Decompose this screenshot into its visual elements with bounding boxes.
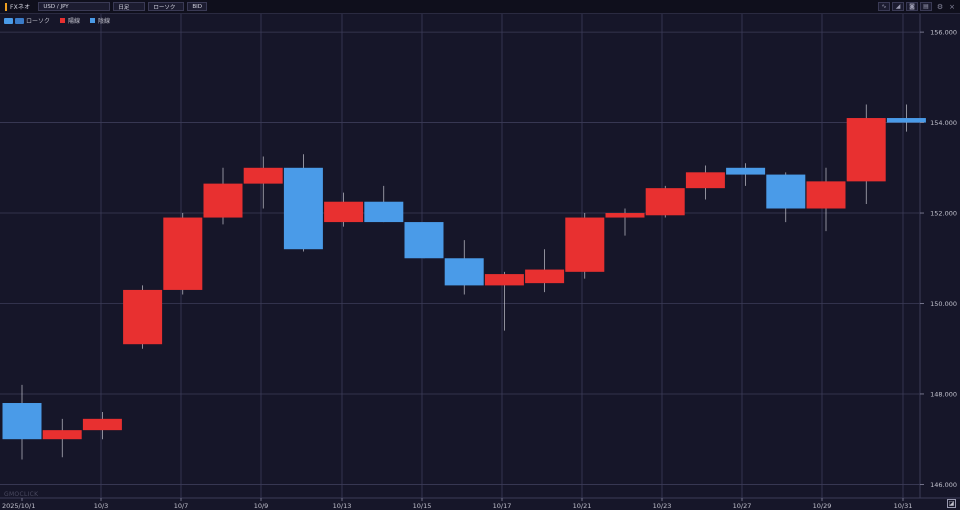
x-tick-label: 10/17 bbox=[493, 502, 512, 510]
down-candle bbox=[364, 185, 404, 223]
date-axis: 2025/10/1 10/3 10/7 10/9 10/13 10/15 10/17 10/2… bbox=[2, 498, 912, 510]
candle-body bbox=[283, 167, 323, 250]
candle-series bbox=[2, 104, 926, 460]
candle-body bbox=[2, 403, 42, 440]
line-chart-icon[interactable]: ∿ bbox=[878, 2, 890, 11]
up-candle bbox=[565, 213, 605, 279]
currency-pair-select[interactable]: USD / JPY bbox=[38, 2, 111, 11]
y-tick-label: 150.000 bbox=[930, 300, 957, 308]
legend-down-label: 陰線 bbox=[98, 18, 111, 25]
broker-watermark: GMOCLICK bbox=[4, 491, 39, 498]
up-candle bbox=[42, 418, 82, 458]
down-candle bbox=[404, 222, 444, 259]
up-candle bbox=[846, 104, 886, 204]
down-candle bbox=[2, 384, 42, 460]
x-tick-label: 10/7 bbox=[174, 502, 189, 510]
candle-body bbox=[123, 289, 163, 345]
expand-icon[interactable]: ◪ bbox=[947, 499, 956, 508]
x-tick-label: 2025/10/1 bbox=[2, 502, 35, 510]
down-candle bbox=[886, 104, 926, 132]
x-tick-label: 10/21 bbox=[573, 502, 592, 510]
candle-body bbox=[243, 167, 283, 184]
candle-body bbox=[846, 118, 886, 182]
price-axis: 146.000 148.000 150.000 152.000 154.000 156.0… bbox=[920, 29, 957, 489]
candle-body bbox=[685, 172, 725, 189]
up-candle bbox=[243, 156, 283, 209]
toolbar-right-icons: ∿ ◢ ◙ ▤ ⚙ × bbox=[876, 2, 956, 11]
down-candle bbox=[766, 172, 806, 223]
accent-bar bbox=[5, 2, 7, 11]
print-icon[interactable]: ▤ bbox=[920, 2, 932, 11]
candle-body bbox=[484, 274, 524, 286]
candle-body bbox=[82, 418, 122, 431]
candle-body bbox=[364, 201, 404, 223]
candle-body bbox=[404, 222, 444, 259]
legend-up-label: 陽線 bbox=[68, 18, 81, 25]
x-tick-label: 10/23 bbox=[653, 502, 672, 510]
up-candle bbox=[806, 167, 846, 232]
grid-lines bbox=[0, 14, 960, 499]
up-candle bbox=[605, 208, 645, 236]
settings-icon[interactable]: ⚙ bbox=[936, 2, 944, 11]
close-icon[interactable]: × bbox=[949, 2, 955, 11]
price-side-select[interactable]: BID bbox=[187, 2, 208, 11]
y-tick-label: 148.000 bbox=[930, 390, 957, 398]
candle-body bbox=[605, 213, 645, 218]
candle-body bbox=[203, 183, 243, 218]
candle-body bbox=[565, 217, 605, 272]
candle-body bbox=[645, 188, 685, 216]
up-candle bbox=[203, 167, 243, 225]
x-tick-label: 10/27 bbox=[733, 502, 752, 510]
candle-body bbox=[324, 201, 364, 223]
x-tick-label: 10/13 bbox=[333, 502, 352, 510]
legend-down-swatch bbox=[90, 18, 96, 23]
y-tick-label: 156.000 bbox=[930, 29, 957, 37]
y-tick-label: 154.000 bbox=[930, 119, 957, 127]
x-tick-label: 10/31 bbox=[894, 502, 913, 510]
candle-body bbox=[806, 181, 846, 209]
chart-legend: ローソク 陽線 陰線 bbox=[4, 16, 112, 25]
candle-body bbox=[726, 167, 766, 175]
legend-toggle-icon[interactable] bbox=[15, 17, 24, 24]
candle-body bbox=[525, 269, 565, 284]
up-candle bbox=[163, 213, 203, 295]
y-tick-label: 146.000 bbox=[930, 481, 957, 489]
candle-body bbox=[163, 217, 203, 290]
x-tick-label: 10/15 bbox=[413, 502, 432, 510]
up-candle bbox=[123, 285, 163, 349]
camera-icon[interactable]: ◙ bbox=[906, 2, 918, 11]
y-tick-label: 152.000 bbox=[930, 210, 957, 218]
legend-candle-label: ローソク bbox=[26, 18, 51, 25]
chart-toolbar: FXネオ USD / JPY 日足 ローソク BID ∿ ◢ ◙ ▤ ⚙ × bbox=[0, 0, 960, 14]
up-candle bbox=[685, 165, 725, 200]
up-candle bbox=[484, 271, 524, 331]
candle-body bbox=[444, 258, 484, 286]
area-chart-icon[interactable]: ◢ bbox=[892, 2, 904, 11]
candle-body bbox=[886, 118, 926, 123]
up-candle bbox=[645, 185, 685, 218]
up-candle bbox=[324, 192, 364, 227]
x-tick-label: 10/3 bbox=[94, 502, 109, 510]
candle-body bbox=[766, 174, 806, 209]
legend-up-swatch bbox=[60, 18, 66, 23]
candle-body bbox=[42, 430, 82, 440]
up-candle bbox=[525, 249, 565, 293]
chart-type-select[interactable]: ローソク bbox=[148, 2, 185, 11]
timeframe-select[interactable]: 日足 bbox=[113, 2, 146, 11]
down-candle bbox=[726, 163, 766, 186]
down-candle bbox=[283, 154, 323, 252]
up-candle bbox=[82, 412, 122, 440]
app-name: FXネオ bbox=[10, 4, 31, 11]
x-tick-label: 10/29 bbox=[813, 502, 832, 510]
down-candle bbox=[444, 240, 484, 295]
x-tick-label: 10/9 bbox=[254, 502, 269, 510]
legend-chip-icon[interactable] bbox=[4, 17, 13, 24]
